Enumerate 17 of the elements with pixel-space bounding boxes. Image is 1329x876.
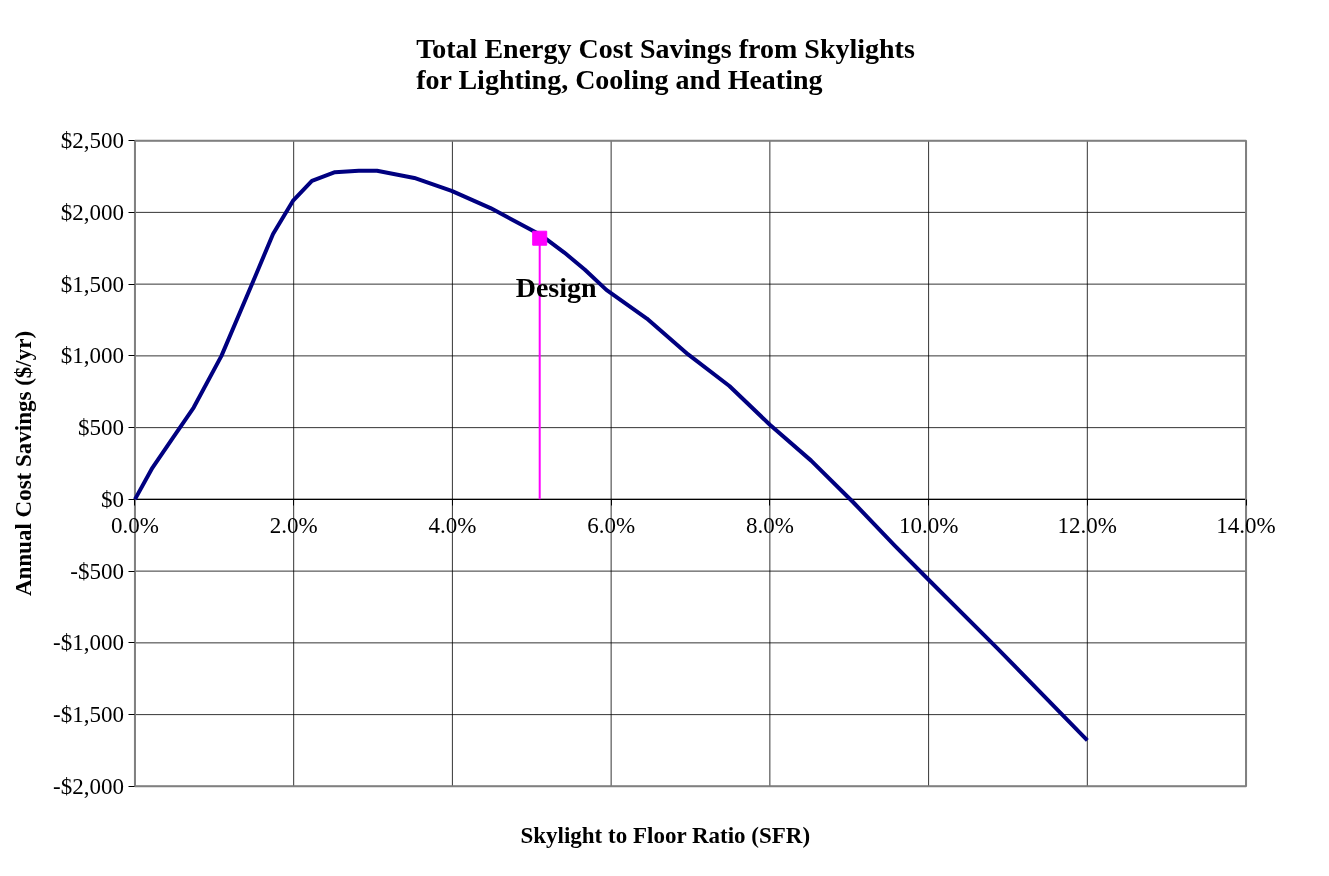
y-tick-label: $0: [100, 486, 124, 512]
y-tick-label: $500: [77, 415, 124, 441]
x-tick-label: 14.0%: [1216, 513, 1276, 539]
y-tick-label: $1,000: [60, 343, 124, 369]
y-axis-title: Annual Cost Savings ($/yr): [10, 330, 36, 597]
y-tick-label: $2,000: [60, 199, 124, 225]
x-axis-title: Skylight to Floor Ratio (SFR): [520, 822, 811, 848]
x-tick-label: 8.0%: [745, 513, 794, 539]
y-tick-label: -$2,000: [53, 773, 124, 799]
chart-title: Total Energy Cost Savings from Skylights for Lighting, Cooling and Heating: [416, 32, 915, 95]
y-tick-label: -$500: [70, 558, 124, 584]
x-tick-label: 0.0%: [110, 513, 159, 539]
y-tick-label: -$1,500: [53, 702, 124, 728]
y-tick-label: -$1,000: [53, 630, 124, 656]
y-tick-label: $1,500: [60, 271, 124, 297]
y-tick-label: $2,500: [60, 128, 124, 154]
x-tick-label: 6.0%: [587, 513, 636, 539]
